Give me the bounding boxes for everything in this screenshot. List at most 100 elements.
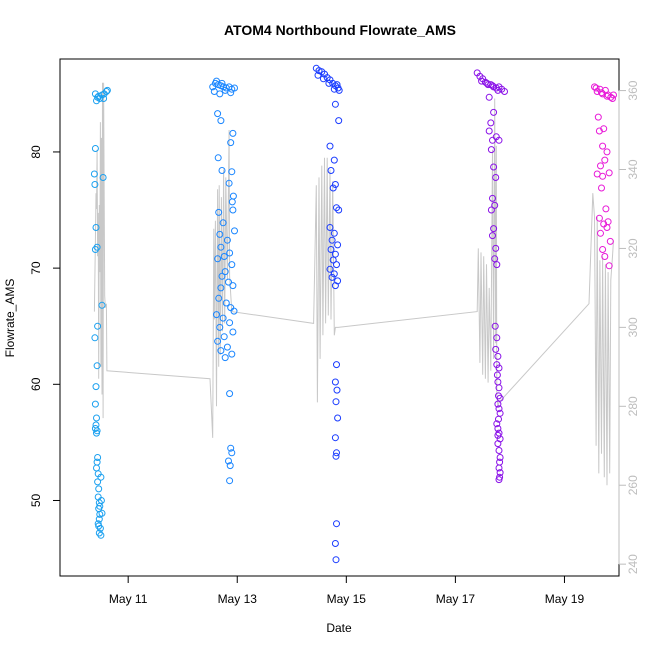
data-point [216,90,224,98]
data-point [93,414,100,422]
axes-layer: May 11 May 13 May 15 May 17 May 19 50 60 70 80 24… [29,80,640,606]
data-point [221,268,229,276]
data-point [493,420,501,428]
points-layer [90,64,617,564]
data-point [228,449,236,457]
data-point [598,89,605,97]
data-point [331,250,339,258]
data-point [91,246,99,253]
data-point [227,139,235,147]
data-point [222,299,230,307]
data-point [331,100,339,108]
data-point [490,225,498,233]
data-point [597,229,604,237]
data-point [214,110,222,118]
data-point [601,253,609,260]
data-point [328,273,336,281]
data-point [487,119,495,127]
data-point [103,86,111,94]
data-point [95,522,103,530]
data-point [494,425,502,432]
data-point [331,282,339,290]
data-point [93,429,100,437]
data-point [214,255,222,263]
data-point [99,174,107,181]
x-tick-label: May 19 [545,592,585,606]
data-point [598,184,605,192]
data-point [229,282,237,290]
data-point [223,343,231,351]
y2-tick-label: 280 [626,396,640,416]
data-point [225,179,233,187]
data-point [333,449,340,457]
data-point [329,256,337,264]
y2-tick-label: 340 [626,159,640,179]
data-point [214,154,222,162]
data-point [91,181,99,188]
x-tick-label: May 15 [327,592,367,606]
data-point [330,156,338,164]
data-point [95,485,103,493]
data-point [495,384,503,392]
data-point [220,333,228,341]
data-point [493,334,501,342]
data-point [229,192,237,200]
data-point [100,95,108,102]
data-point [221,354,229,362]
data-point [603,148,611,156]
y2-tick-label: 360 [626,80,640,100]
data-point [493,371,501,379]
data-point [496,394,504,402]
data-point [325,79,333,87]
data-point [98,301,106,309]
data-point [92,224,100,231]
data-point [93,362,101,370]
data-point [495,136,503,144]
data-point [609,95,616,102]
data-point [98,509,106,517]
data-point [496,469,504,477]
data-point [489,232,496,240]
series-4 [473,69,508,484]
data-point [333,204,340,212]
data-point [332,556,340,564]
data-point [227,89,235,97]
data-point [218,79,226,87]
chart-title: ATOM4 Northbound Flowrate_AMS [224,22,456,38]
y2-tick-label: 300 [626,317,640,337]
data-point [599,172,607,180]
data-point [226,249,234,257]
data-point [492,244,500,252]
data-point [494,352,502,360]
data-point [333,361,340,369]
plot-frame [59,58,620,577]
x-tick-label: May 17 [436,592,476,606]
data-point [97,497,105,504]
data-point [501,88,508,95]
data-point [97,531,105,539]
data-point [226,319,234,327]
data-point [223,236,231,244]
data-point [214,337,222,345]
data-point [217,284,225,292]
data-point [335,206,343,214]
data-point [490,163,498,171]
data-point [102,88,110,95]
data-point [94,322,102,330]
data-point [326,265,334,273]
data-point [592,84,600,92]
data-point [493,261,501,269]
data-point [334,414,342,422]
data-point [330,270,338,278]
data-point [495,447,503,454]
data-point [485,93,493,101]
data-point [228,198,236,206]
data-point [492,345,500,353]
data-point [90,170,98,178]
data-point [333,386,341,394]
data-point [319,75,327,83]
data-point [218,272,226,280]
data-point [216,323,224,331]
data-point [599,142,607,150]
data-point [494,440,502,448]
